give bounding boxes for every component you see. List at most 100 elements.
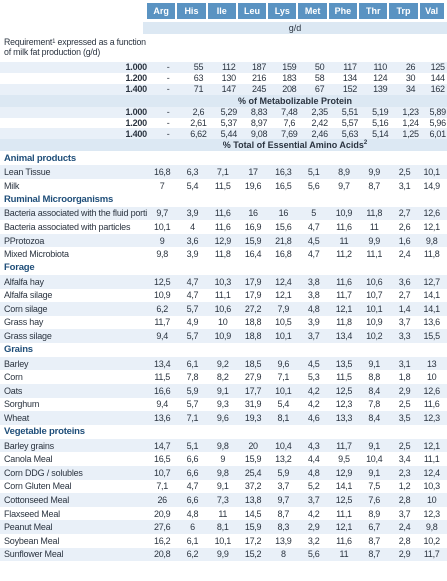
cell-thr: 9,1 bbox=[368, 358, 381, 369]
cell-trp: 3,7 bbox=[398, 317, 411, 328]
cell-his: 3,6 bbox=[186, 235, 199, 246]
cell-phe: 11,2 bbox=[336, 249, 352, 260]
cell-leu: 17,9 bbox=[244, 290, 262, 301]
cell-thr: 10,1 bbox=[366, 303, 383, 314]
cell-ile: 12,9 bbox=[214, 235, 232, 246]
cell-lys: 7,6 bbox=[283, 118, 296, 128]
cell-leu: 25,4 bbox=[244, 467, 262, 478]
cell-thr: 8,4 bbox=[368, 385, 381, 396]
metabolizable-title: % of Metabolizable Protein bbox=[237, 95, 352, 106]
table-row: Bacteria associated with particles 10,1 4 1… bbox=[0, 220, 447, 234]
cell-met: 4,4 bbox=[307, 454, 320, 465]
cell-his: 6,6 bbox=[186, 495, 199, 506]
cell-lys: 183 bbox=[282, 73, 297, 84]
cell-lys: 16,8 bbox=[275, 249, 292, 260]
cell-thr: 8,8 bbox=[368, 372, 381, 383]
cell-lys: 16,5 bbox=[275, 180, 292, 191]
cell-thr: 10,6 bbox=[366, 276, 383, 287]
cell-phe: 12,5 bbox=[335, 495, 353, 506]
cell-trp: 2,4 bbox=[398, 522, 411, 533]
cell-val: 10 bbox=[426, 495, 437, 506]
cell-phe: 12,5 bbox=[335, 385, 353, 396]
cell-ile: 11,6 bbox=[214, 221, 231, 232]
row-label: Alfalfa hay bbox=[4, 276, 44, 287]
column-header-trp: Trp bbox=[389, 3, 418, 19]
cell-met: 5,1 bbox=[307, 167, 320, 178]
cell-trp: 1,2 bbox=[398, 481, 411, 492]
cell-ile: 9,8 bbox=[216, 467, 229, 478]
cell-trp: 2,7 bbox=[398, 208, 411, 219]
cell-phe: 12,9 bbox=[335, 467, 353, 478]
cell-arg: 14,7 bbox=[153, 440, 171, 451]
row-label: Peanut Meal bbox=[4, 522, 53, 533]
cell-ile: 7,1 bbox=[216, 167, 229, 178]
cell-trp: 30 bbox=[405, 73, 416, 84]
cell-phe: 11,6 bbox=[336, 535, 352, 546]
cell-trp: 2,5 bbox=[398, 440, 411, 451]
cell-phe: 13,3 bbox=[335, 413, 353, 424]
cell-val: 12,1 bbox=[423, 221, 441, 232]
row-label: Barley grains bbox=[4, 440, 54, 451]
cell-thr: 7,5 bbox=[368, 481, 381, 492]
row-label: 1.200 bbox=[125, 118, 147, 128]
cell-val: 12,6 bbox=[423, 208, 441, 219]
row-label: 1.400 bbox=[125, 128, 147, 139]
cell-lys: 159 bbox=[282, 62, 297, 73]
row-label: Sunflower Meal bbox=[4, 549, 64, 560]
cell-arg: 9,8 bbox=[156, 249, 168, 260]
cell-val: 12,4 bbox=[423, 467, 441, 478]
section-title: Animal products bbox=[4, 152, 76, 164]
table-row: Peanut Meal 27,6 6 8,1 15,9 8,3 2,9 12,1 6,7 2,4 9… bbox=[0, 520, 447, 534]
cell-ile: 11,1 bbox=[214, 290, 231, 301]
cell-leu: 16,4 bbox=[244, 249, 262, 260]
cell-leu: 13,8 bbox=[244, 495, 262, 506]
cell-his: 6,62 bbox=[190, 128, 207, 139]
cell-arg: 11,5 bbox=[154, 372, 170, 383]
cell-his: 4,8 bbox=[186, 508, 199, 519]
cell-leu: 17,9 bbox=[244, 276, 262, 287]
cell-lys: 8,1 bbox=[277, 413, 290, 424]
table-row: Corn Gluten Meal 7,1 4,7 9,1 37,2 3,7 5,2 14,1 7… bbox=[0, 480, 447, 494]
cell-trp: 34 bbox=[405, 84, 416, 95]
cell-phe: 11,6 bbox=[336, 276, 352, 287]
cell-ile: 130 bbox=[221, 73, 236, 84]
cell-ile: 11 bbox=[218, 508, 228, 519]
cell-met: 3,7 bbox=[307, 331, 320, 342]
column-header-lys: Lys bbox=[268, 3, 297, 19]
cell-arg: - bbox=[166, 107, 170, 118]
cell-leu: 216 bbox=[251, 73, 267, 84]
unit-row: g/d bbox=[0, 22, 447, 34]
cell-arg: 20,9 bbox=[153, 508, 171, 519]
unit-label: g/d bbox=[143, 22, 447, 34]
cell-phe: 9,5 bbox=[338, 454, 350, 465]
cell-thr: 10,9 bbox=[366, 317, 383, 328]
table-row: Alfalfa hay 12,5 4,7 10,3 17,9 12,4 3,8 11,6 10,… bbox=[0, 274, 447, 289]
cell-his: 6,2 bbox=[186, 549, 199, 560]
cell-thr: 8,7 bbox=[368, 535, 381, 546]
cell-leu: 17,7 bbox=[244, 385, 262, 396]
cell-his: 6,3 bbox=[186, 167, 199, 178]
cell-val: 11,6 bbox=[423, 399, 440, 410]
cell-val: 12,7 bbox=[423, 276, 441, 287]
table-row: Flaxseed Meal 20,9 4,8 11 14,5 8,7 4,2 11,1 8,9 3… bbox=[0, 507, 447, 521]
cell-lys: 7,48 bbox=[281, 107, 298, 118]
feed-sections: Animal products Lean Tissue 16,8 6,3 7,1 17 16… bbox=[0, 151, 447, 562]
cell-met: 4,2 bbox=[307, 385, 320, 396]
cell-phe: 5,51 bbox=[341, 107, 359, 118]
cell-val: 144 bbox=[430, 73, 445, 84]
cell-ile: 9,3 bbox=[216, 399, 229, 410]
cell-his: 7,8 bbox=[186, 372, 199, 383]
cell-his: 5,9 bbox=[186, 385, 199, 396]
cell-his: 3,9 bbox=[186, 208, 199, 219]
cell-phe: 13,4 bbox=[335, 331, 353, 342]
cell-lys: 10,5 bbox=[275, 317, 292, 328]
cell-met: 67 bbox=[314, 84, 325, 95]
requirement-row-item: 1.200 - 63 130 216 183 58 134 124 30 144 bbox=[0, 73, 447, 84]
cell-arg: - bbox=[166, 62, 170, 73]
table-row: Milk 7 5,4 11,5 19,6 16,5 5,6 9,7 8,7 3,1 14,9 bbox=[0, 179, 447, 193]
cell-his: 6,6 bbox=[186, 454, 199, 465]
cell-phe: 10,9 bbox=[335, 208, 353, 219]
cell-thr: 9,1 bbox=[368, 440, 381, 451]
cell-trp: 1,23 bbox=[402, 107, 419, 118]
cell-val: 5,89 bbox=[429, 107, 447, 118]
